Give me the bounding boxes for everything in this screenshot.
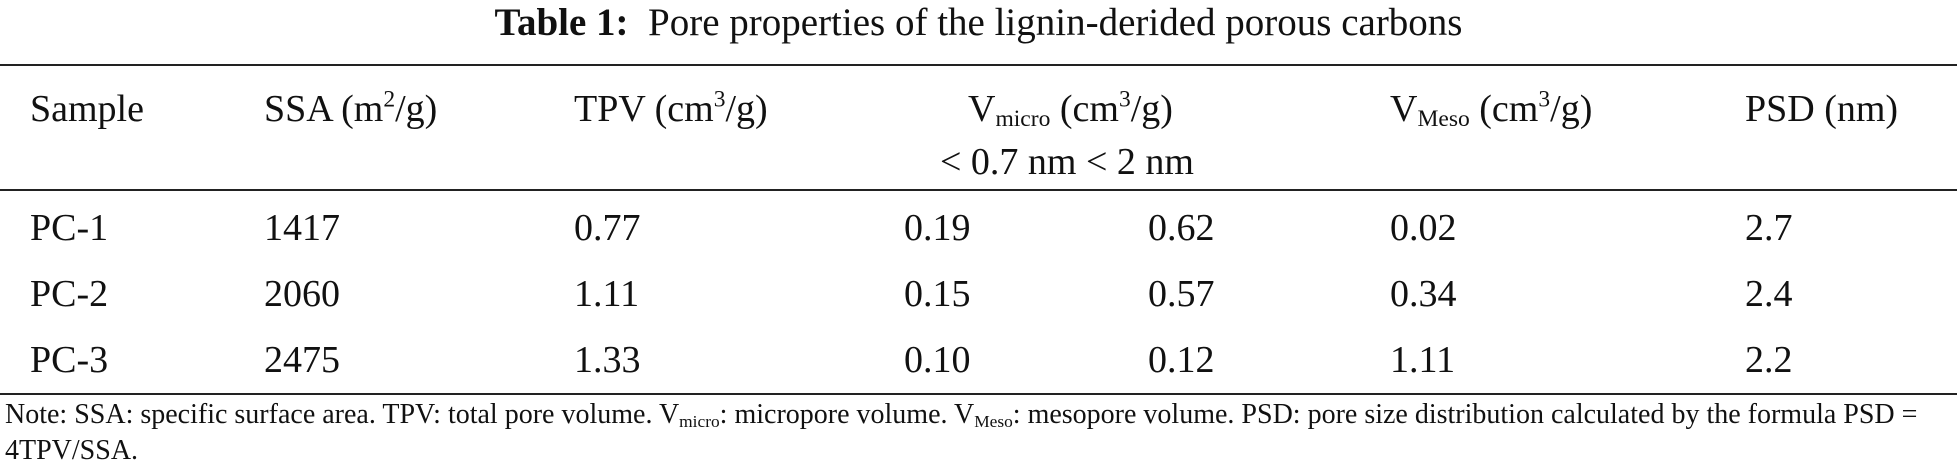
header-sample: Sample (30, 88, 144, 130)
table-cell-vmeso: 0.34 (1390, 273, 1457, 315)
table-cell-vmicro-07: 0.19 (904, 207, 971, 249)
table-cell-ssa: 1417 (264, 207, 340, 249)
table-cell-vmicro-2: 0.57 (1148, 273, 1215, 315)
table-cell-vmicro-07: 0.15 (904, 273, 971, 315)
header-psd: PSD (nm) (1745, 88, 1899, 130)
table-cell-ssa: 2060 (264, 273, 340, 315)
table-cell-vmeso: 1.11 (1390, 339, 1456, 381)
table-note: Note: SSA: specific surface area. TPV: t… (5, 399, 1918, 466)
header-tpv: TPV (cm3/g) (574, 86, 768, 130)
table-cell-sample: PC-1 (30, 207, 109, 249)
table-caption: Table 1: Pore properties of the lignin-d… (0, 0, 1957, 46)
bottom-rule (0, 393, 1957, 395)
table-cell-psd: 2.4 (1745, 273, 1793, 315)
table-cell-tpv: 1.11 (574, 273, 640, 315)
table-cell-psd: 2.7 (1745, 207, 1793, 249)
header-rule (0, 189, 1957, 191)
header-vmicro-subranges: < 0.7 nm < 2 nm (940, 141, 1194, 183)
caption-text: Pore properties of the lignin-derided po… (648, 1, 1463, 44)
table-cell-sample: PC-3 (30, 339, 109, 381)
top-rule (0, 64, 1957, 66)
table-cell-tpv: 0.77 (574, 207, 641, 249)
table-cell-ssa: 2475 (264, 339, 340, 381)
table-cell-vmeso: 0.02 (1390, 207, 1457, 249)
table-cell-vmicro-2: 0.62 (1148, 207, 1215, 249)
table-cell-sample: PC-2 (30, 273, 109, 315)
caption-label: Table 1: (494, 1, 629, 44)
table-cell-tpv: 1.33 (574, 339, 641, 381)
header-ssa: SSA (m2/g) (264, 86, 438, 130)
header-vmeso: VMeso (cm3/g) (1390, 86, 1593, 133)
table-cell-vmicro-07: 0.10 (904, 339, 971, 381)
table-cell-vmicro-2: 0.12 (1148, 339, 1215, 381)
header-vmicro: Vmicro (cm3/g) (968, 86, 1173, 133)
table-cell-psd: 2.2 (1745, 339, 1793, 381)
